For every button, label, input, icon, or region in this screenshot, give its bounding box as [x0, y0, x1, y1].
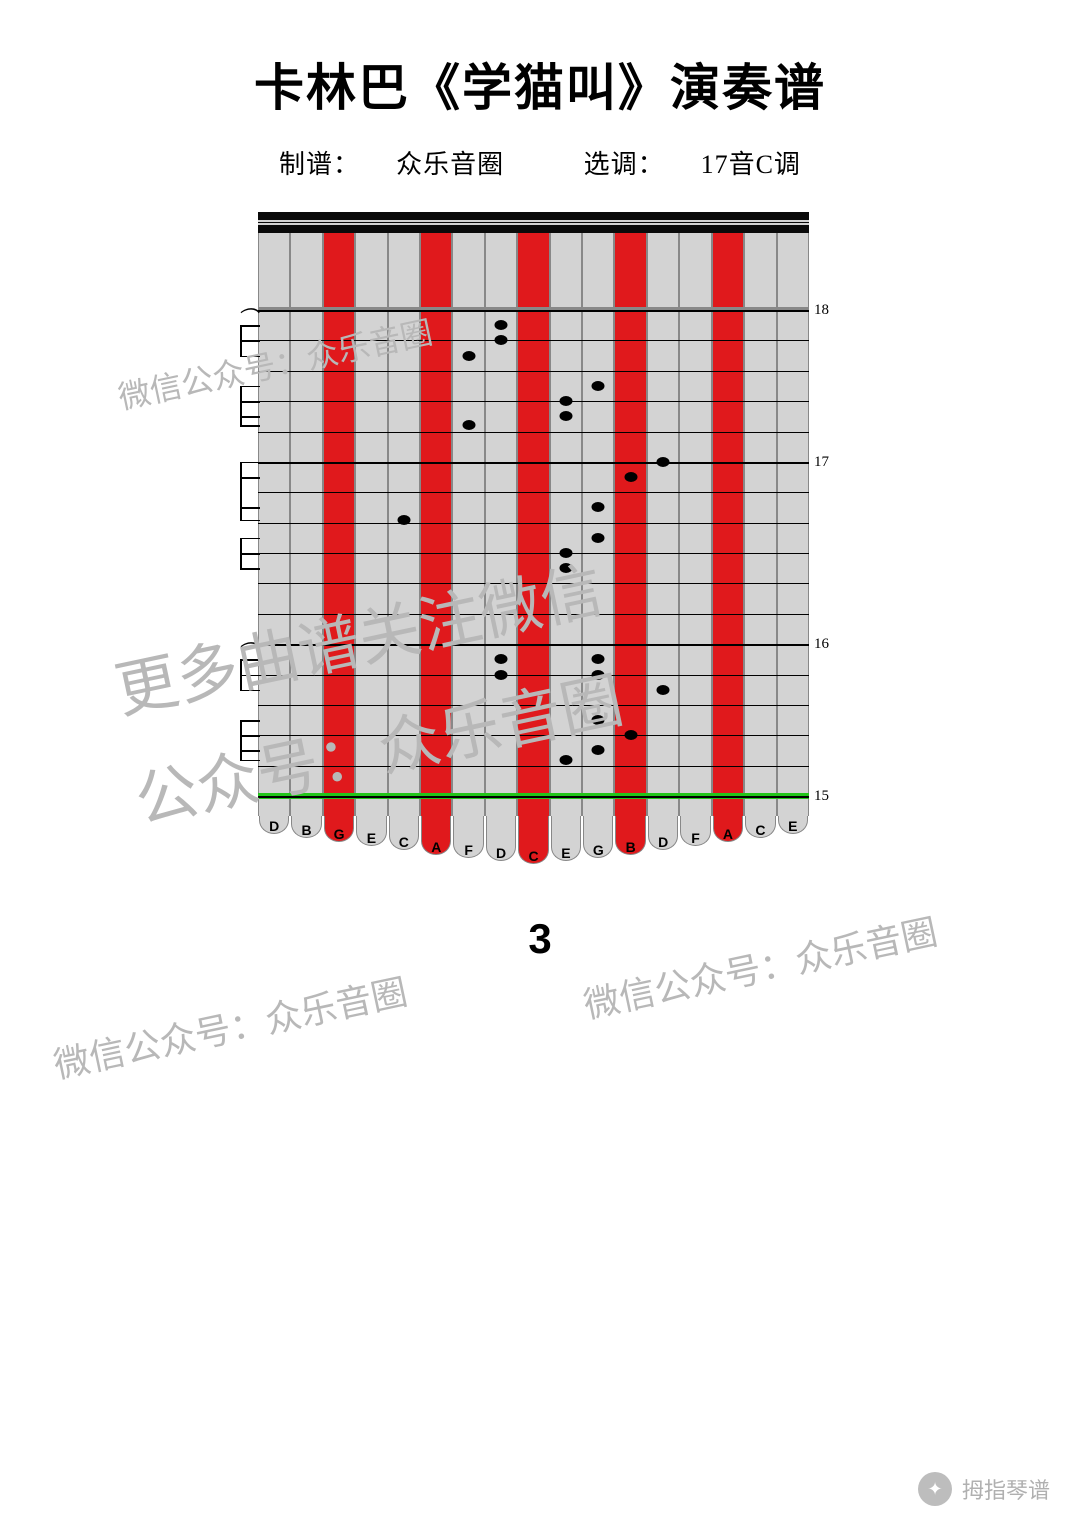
tine-label: C: [399, 834, 409, 850]
tine-label: E: [561, 845, 570, 861]
wechat-logo-icon: ✦: [918, 1472, 952, 1506]
tine: [614, 212, 646, 816]
note-dot: [559, 396, 572, 406]
tine-label: F: [464, 842, 473, 858]
note-dot: [592, 670, 605, 680]
note-flag-icon: ⌒: [237, 643, 257, 663]
note-dot: [495, 320, 508, 330]
note-dot: [462, 351, 475, 361]
tine-label: F: [691, 830, 700, 846]
tine: [355, 212, 387, 816]
tine: [290, 212, 322, 816]
tine: [517, 212, 549, 816]
note-dot: [624, 472, 637, 482]
footer: ✦ 拇指琴谱: [918, 1472, 1050, 1506]
tine-label: B: [626, 839, 636, 855]
tine-label: D: [658, 834, 668, 850]
tine: [452, 212, 484, 816]
page-title: 卡林巴《学猫叫》演奏谱: [0, 0, 1080, 120]
tine-label: A: [431, 839, 441, 855]
tine-label: C: [528, 848, 538, 864]
note-dot: [624, 730, 637, 740]
subtitle: 制谱：众乐音圈 选调：17音C调: [0, 144, 1080, 181]
note-dot: [592, 745, 605, 755]
footer-text: 拇指琴谱: [962, 1473, 1050, 1505]
tine: [550, 212, 582, 816]
note-dot: [559, 563, 572, 573]
tine: [712, 212, 744, 816]
tine-label: G: [334, 826, 345, 842]
tine-label: G: [593, 842, 604, 858]
note-dot: [495, 654, 508, 664]
tine-label: A: [723, 826, 733, 842]
note-dot: [657, 457, 670, 467]
tine: [744, 212, 776, 816]
tine-label: E: [367, 830, 376, 846]
tine: [258, 212, 290, 816]
tine: [647, 212, 679, 816]
tine-label: E: [788, 818, 797, 834]
note-dot: [592, 381, 605, 391]
measure-number: 18: [814, 302, 829, 319]
measure-number: 17: [814, 454, 829, 471]
note-flag-icon: ⌒: [237, 309, 257, 329]
tine: [777, 212, 809, 816]
tine-label: D: [496, 845, 506, 861]
kalimba-tablature: 18171615⌒⌒DBGECAFDCEGBDFACE: [258, 212, 809, 872]
tine: [323, 212, 355, 816]
note-dot: [592, 502, 605, 512]
measure-number: 15: [814, 788, 829, 805]
tine: [679, 212, 711, 816]
note-dot: [495, 670, 508, 680]
tine: [485, 212, 517, 816]
note-dot: [462, 420, 475, 430]
note-dot: [592, 533, 605, 543]
note-dot: [657, 685, 670, 695]
note-dot: [495, 335, 508, 345]
note-dot: [559, 755, 572, 765]
note-dot: [559, 548, 572, 558]
note-dot: [559, 411, 572, 421]
page-number: 3: [0, 915, 1080, 963]
tine-label: B: [302, 822, 312, 838]
watermark: 微信公众号：众乐音圈: [49, 963, 412, 1089]
measure-number: 16: [814, 636, 829, 653]
tine: [582, 212, 614, 816]
tine: [420, 212, 452, 816]
note-dot: [592, 715, 605, 725]
note-dot: [397, 515, 410, 525]
tine-label: D: [269, 818, 279, 834]
note-dot: [592, 654, 605, 664]
tine-label: C: [755, 822, 765, 838]
